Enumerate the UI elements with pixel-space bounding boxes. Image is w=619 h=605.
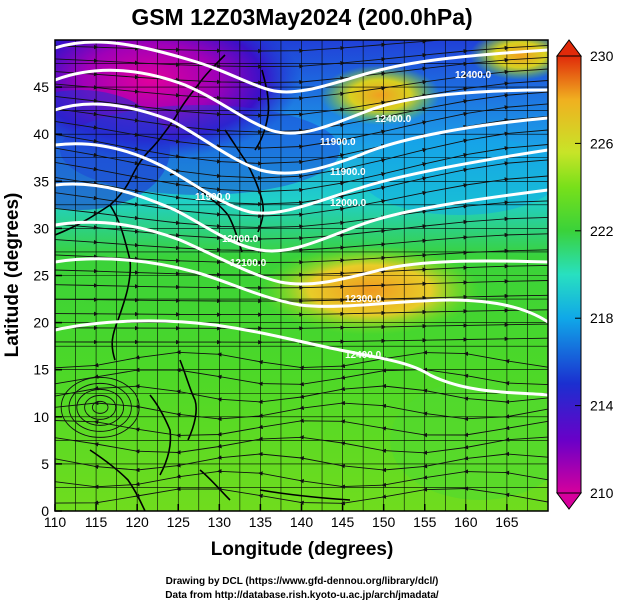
x-tick-label: 125 bbox=[167, 514, 191, 530]
streamline bbox=[55, 248, 548, 265]
vortex-streamline bbox=[68, 382, 132, 432]
y-tick-label: 10 bbox=[33, 409, 49, 425]
y-tick-label: 20 bbox=[33, 315, 49, 331]
map-title: GSM 12Z03May2024 (200.0hPa) bbox=[131, 4, 472, 30]
contour-label: 12400.0 bbox=[375, 114, 412, 125]
lat-lon-grid bbox=[55, 40, 548, 511]
credit-data: Data from http://database.rish.kyoto-u.a… bbox=[165, 590, 439, 601]
colorbar-tick-label: 214 bbox=[590, 398, 614, 414]
x-tick-label: 165 bbox=[495, 514, 519, 530]
contour-line bbox=[55, 319, 548, 397]
y-tick-label: 5 bbox=[41, 456, 49, 472]
colorbar-tick-label: 222 bbox=[590, 223, 614, 239]
y-axis-label: Latitude (degrees) bbox=[2, 193, 23, 358]
contour-line bbox=[55, 68, 548, 135]
contour-label: 11900.0 bbox=[195, 192, 231, 203]
x-tick-label: 140 bbox=[290, 514, 314, 530]
streamline bbox=[55, 322, 548, 331]
y-tick-label: 45 bbox=[33, 79, 49, 95]
contour-label: 12100.0 bbox=[230, 258, 267, 269]
colorbar-scale bbox=[556, 55, 582, 494]
geopotential-contours bbox=[55, 40, 548, 397]
x-tick-label: 120 bbox=[125, 514, 149, 530]
x-axis-label: Longitude (degrees) bbox=[211, 539, 394, 560]
credit-drawing: Drawing by DCL (https://www.gfd-dennou.o… bbox=[166, 576, 439, 587]
x-tick-label: 150 bbox=[372, 514, 396, 530]
colorbar-tick-label: 226 bbox=[590, 135, 614, 151]
plot-area: 12400.0 12400.0 11900.0 11900.0 12000.0 … bbox=[55, 40, 548, 511]
x-axis-ticks: 110 115 120 125 130 135 140 145 150 155 160 165 bbox=[44, 504, 519, 530]
contour-labels: 12400.0 12400.0 11900.0 11900.0 12000.0 … bbox=[195, 70, 492, 361]
colorbar: 230 226 222 218 214 210 bbox=[556, 39, 614, 510]
y-tick-label: 0 bbox=[41, 503, 49, 519]
contour-label: 11900.0 bbox=[320, 137, 356, 148]
colorbar-max-arrow bbox=[556, 39, 582, 57]
contour-line bbox=[55, 102, 548, 175]
contour-line bbox=[55, 220, 548, 286]
x-tick-label: 145 bbox=[331, 514, 355, 530]
wind-streamlines bbox=[55, 40, 548, 506]
contour-label: 12000.0 bbox=[330, 198, 367, 209]
x-tick-label: 130 bbox=[208, 514, 232, 530]
y-tick-label: 35 bbox=[33, 173, 49, 189]
y-tick-label: 30 bbox=[33, 220, 49, 236]
y-tick-label: 40 bbox=[33, 126, 49, 142]
x-tick-label: 160 bbox=[454, 514, 478, 530]
x-tick-label: 110 bbox=[44, 514, 67, 530]
streamline bbox=[55, 435, 548, 455]
streamline bbox=[55, 486, 548, 506]
x-tick-label: 115 bbox=[85, 514, 108, 530]
y-tick-label: 15 bbox=[33, 362, 49, 378]
vortex-streamline bbox=[60, 376, 140, 438]
contour-line bbox=[55, 182, 548, 253]
streamline bbox=[55, 308, 548, 317]
vortex-streamline bbox=[91, 400, 109, 414]
streamline bbox=[55, 383, 548, 405]
colorbar-tick-label: 210 bbox=[590, 485, 614, 501]
x-tick-label: 135 bbox=[249, 514, 273, 530]
streamline bbox=[55, 293, 548, 304]
colorbar-tick-label: 230 bbox=[590, 48, 614, 64]
contour-label: 12000.0 bbox=[222, 234, 259, 245]
vortex-streamline bbox=[76, 388, 125, 426]
contour-label: 11900.0 bbox=[330, 167, 366, 178]
vortex-streamline bbox=[84, 394, 117, 420]
contour-line bbox=[55, 142, 548, 215]
streamline bbox=[55, 418, 548, 438]
y-tick-label: 25 bbox=[33, 268, 49, 284]
contour-label: 12300.0 bbox=[345, 294, 382, 305]
colorbar-min-arrow bbox=[556, 492, 582, 510]
x-tick-label: 155 bbox=[413, 514, 437, 530]
contour-label: 12400.0 bbox=[345, 350, 382, 361]
streamline bbox=[55, 264, 548, 278]
streamline bbox=[55, 468, 548, 490]
contour-line bbox=[55, 40, 548, 94]
streamline bbox=[55, 279, 548, 291]
contour-line bbox=[55, 257, 548, 324]
y-axis-ticks: 0 5 10 15 20 25 30 35 40 45 bbox=[33, 79, 62, 519]
contour-label: 12400.0 bbox=[455, 70, 492, 81]
colorbar-tick-label: 218 bbox=[590, 310, 614, 326]
